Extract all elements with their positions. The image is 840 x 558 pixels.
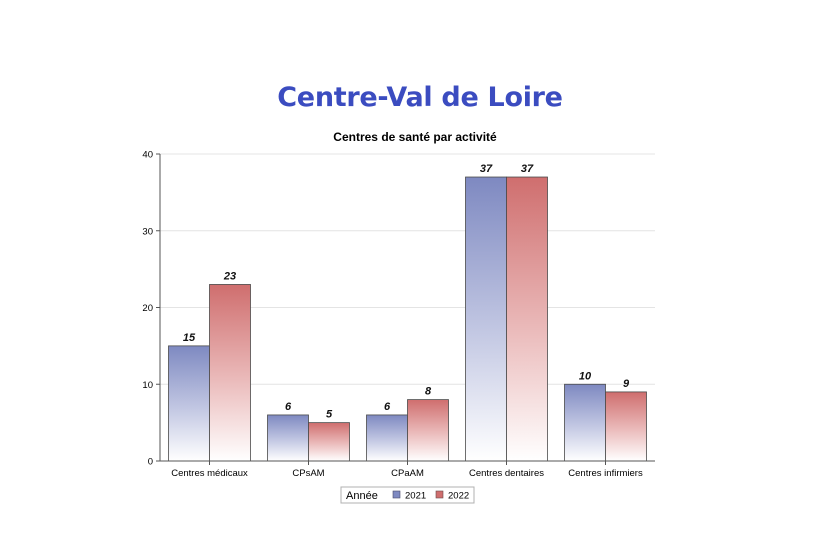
bar-2022-0 (209, 284, 251, 462)
legend-swatch-2021 (392, 490, 401, 499)
x-tick-label: CPsAM (292, 468, 324, 479)
bar-2021-1 (267, 414, 309, 462)
bar-2021-2 (366, 414, 408, 462)
y-tick-label: 10 (142, 380, 153, 391)
legend-label-2022: 2022 (448, 491, 469, 502)
bar-2022-1 (308, 422, 350, 462)
bar-2022-2 (407, 399, 449, 462)
data-label: 5 (326, 409, 333, 421)
chart-title: Centres de santé par activité (333, 130, 497, 144)
legend-label-2021: 2021 (405, 491, 426, 502)
x-tick-label: Centres dentaires (469, 468, 544, 479)
x-tick-label: CPaAM (391, 468, 424, 479)
x-tick-label: Centres infirmiers (568, 468, 643, 479)
data-label: 23 (223, 270, 236, 282)
legend-swatch-2022 (435, 490, 444, 499)
data-label: 9 (623, 378, 630, 390)
y-tick-label: 0 (148, 457, 153, 468)
y-tick-label: 20 (142, 303, 153, 314)
bar-2022-4 (605, 391, 647, 462)
bar-2021-4 (564, 383, 606, 462)
legend: Année 2021 2022 (340, 486, 475, 504)
bar-2022-3 (506, 176, 548, 462)
data-label: 37 (521, 163, 534, 175)
y-tick-label: 40 (142, 150, 153, 161)
page-title: Centre-Val de Loire (277, 82, 563, 113)
data-label: 15 (183, 332, 196, 344)
bar-2021-0 (168, 345, 210, 462)
bar-2021-3 (465, 176, 507, 462)
y-axis: 0 10 20 30 40 (142, 150, 161, 468)
data-label: 37 (480, 163, 493, 175)
data-label: 6 (384, 401, 391, 413)
bars: 15 23 6 5 6 8 37 37 10 9 (168, 163, 647, 462)
data-label: 10 (579, 370, 592, 382)
data-label: 6 (285, 401, 292, 413)
legend-title: Année (346, 490, 378, 502)
data-label: 8 (425, 386, 432, 398)
x-tick-label: Centres médicaux (171, 468, 248, 479)
x-axis: Centres médicaux CPsAM CPaAM Centres dentai… (160, 460, 655, 479)
y-tick-label: 30 (142, 226, 153, 237)
